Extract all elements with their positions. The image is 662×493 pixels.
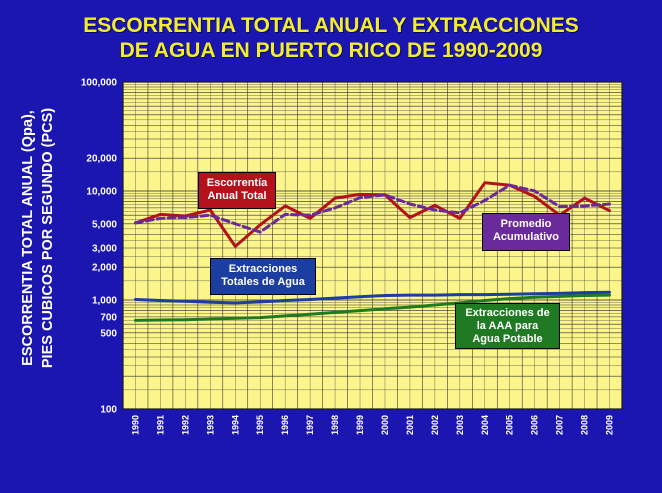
x-tick-label: 2007: [555, 415, 565, 435]
annotation-promedio: Promedio Acumulativo: [482, 213, 570, 251]
x-tick-label: 1992: [180, 415, 190, 435]
x-tick-label: 2006: [530, 415, 540, 435]
x-tick-label: 1997: [305, 415, 315, 435]
y-tick-label: 3,000: [92, 243, 117, 254]
annotation-promedio-line2: Acumulativo: [492, 231, 559, 243]
line-extracciones-aaa: [134, 293, 611, 322]
y-tick-label: 1,000: [92, 296, 117, 307]
annotation-escorrentia-line2: Anual Total: [207, 190, 267, 202]
line-promedio-acumulativo: [134, 183, 611, 234]
y-tick-label: 100,000: [81, 78, 118, 89]
annotation-extracciones-aaa-line2: la AAA para: [476, 320, 539, 332]
y-tick-label: 2,000: [92, 263, 117, 274]
y-tick-label: 10,000: [86, 187, 117, 198]
annotation-extracciones-totales: Extracciones Totales de Agua: [210, 258, 316, 295]
plot-frame: [122, 81, 623, 410]
x-tick-label: 1996: [280, 415, 290, 435]
x-tick-label: 1999: [355, 415, 365, 435]
y-tick-label: 700: [100, 312, 117, 323]
x-tick-label: 1993: [205, 415, 215, 435]
x-tick-label: 2005: [505, 415, 515, 435]
y-tick-labels: 100 500 700 1,000 2,000 3,000 5,000 10,000 20,00…: [81, 78, 118, 416]
annotation-extracciones-aaa-line1: Extracciones de: [465, 307, 550, 319]
x-tick-label: 1994: [230, 415, 240, 435]
x-tick-label: 1995: [255, 415, 265, 435]
chart-title-line1: ESCORRENTIA TOTAL ANUAL Y EXTRACCIONES: [83, 14, 579, 37]
annotation-extracciones-aaa: Extracciones de la AAA para Agua Potable: [455, 303, 560, 349]
annotation-escorrentia-line1: Escorrentía: [206, 177, 268, 189]
annotation-promedio-line1: Promedio: [500, 218, 552, 230]
x-tick-label: 2003: [455, 415, 465, 435]
x-tick-label: 2000: [380, 415, 390, 435]
x-tick-label: 2008: [580, 415, 590, 435]
annotation-escorrentia: Escorrentía Anual Total: [198, 172, 276, 209]
x-tick-label: 2009: [605, 415, 615, 435]
y-tick-label: 100: [100, 405, 117, 416]
annotation-extracciones-totales-line2: Totales de Agua: [221, 276, 305, 288]
x-tick-label: 2001: [405, 415, 415, 435]
y-tick-label: 500: [100, 328, 117, 339]
x-tick-labels: 1990 1991 1992 1993 1994 1995 1996 1997 1998 1999…: [130, 415, 614, 435]
x-tick-label: 2004: [480, 415, 490, 435]
annotation-extracciones-aaa-line3: Agua Potable: [472, 333, 543, 345]
y-tick-label: 20,000: [86, 154, 117, 165]
x-tick-label: 1998: [330, 415, 340, 435]
chart-title-line2: DE AGUA EN PUERTO RICO DE 1990-2009: [119, 39, 543, 62]
x-tick-label: 1990: [130, 415, 140, 435]
x-tick-label: 2002: [430, 415, 440, 435]
series-lines: [134, 181, 611, 322]
annotation-extracciones-totales-line1: Extracciones: [228, 263, 298, 275]
x-tick-label: 1991: [155, 415, 165, 435]
y-tick-label: 5,000: [92, 219, 117, 230]
line-extracciones-totales: [134, 290, 611, 305]
